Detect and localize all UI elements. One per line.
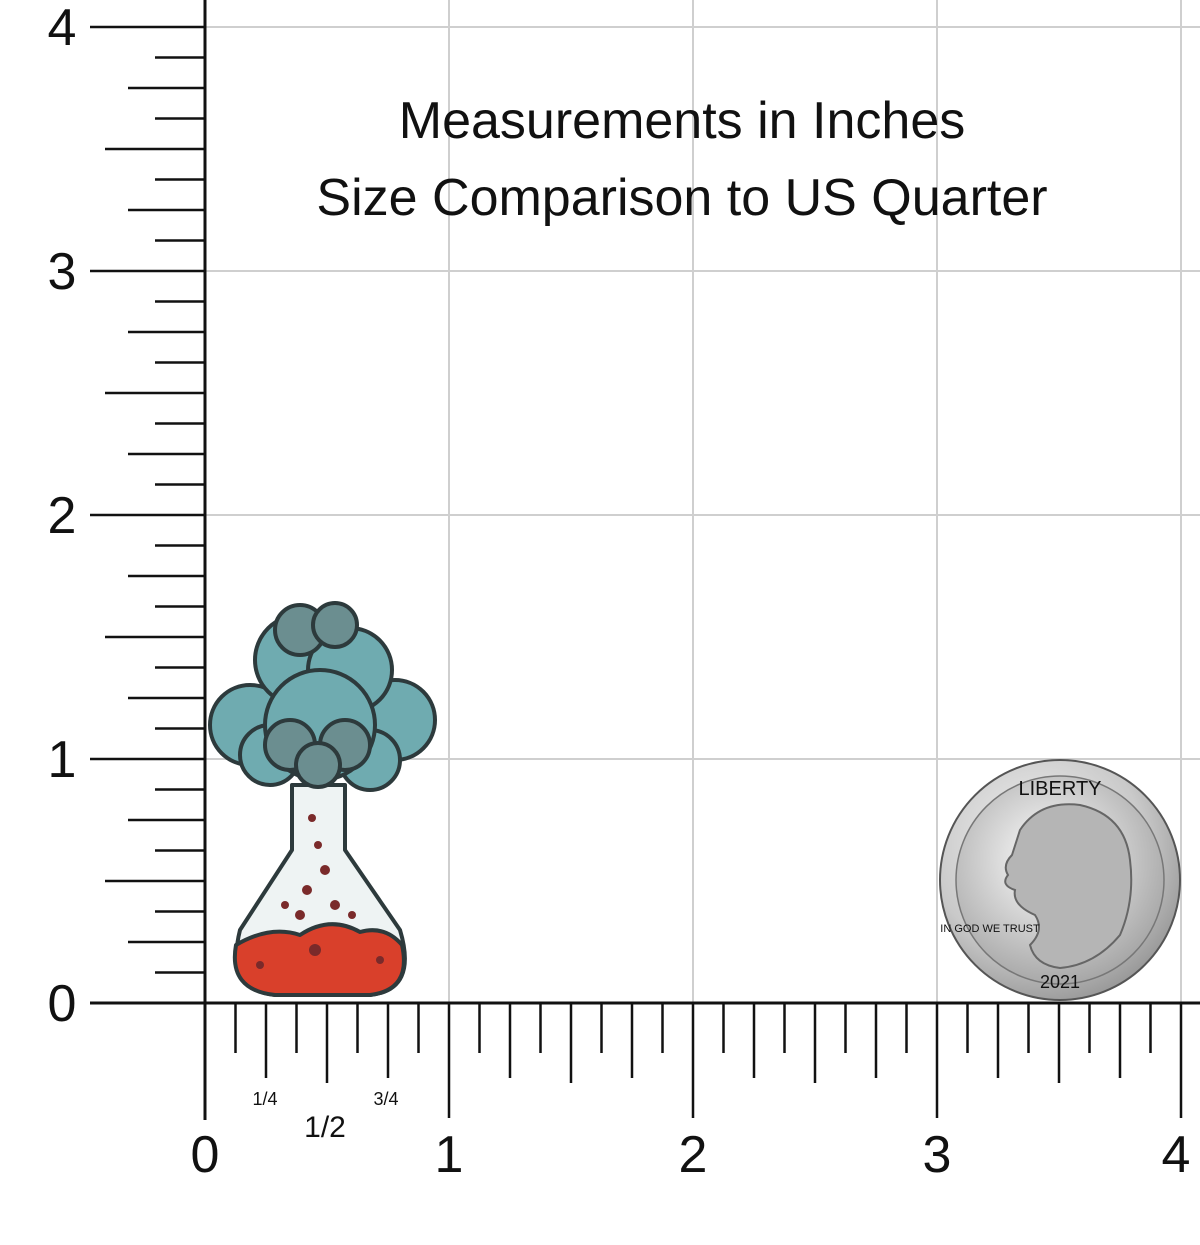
coin-motto: IN GOD WE TRUST — [940, 923, 1040, 935]
y-ruler-label: 1 — [48, 731, 77, 789]
ruler-ticks — [90, 0, 1200, 1120]
quarter-coin: LIBERTY IN GOD WE TRUST 2021 — [939, 759, 1181, 1001]
fraction-label: 3/4 — [373, 1089, 398, 1109]
ruler-labels: 0 1 2 3 4 0 1 2 3 4 1/4 1/2 3/4 — [48, 0, 1191, 1184]
x-ruler-label: 4 — [1162, 1126, 1191, 1184]
fraction-label: 1/2 — [304, 1111, 346, 1144]
x-ruler-label: 1 — [435, 1126, 464, 1184]
y-ruler-label: 4 — [48, 0, 77, 57]
x-ruler-label: 0 — [191, 1126, 220, 1184]
y-ruler-label: 2 — [48, 487, 77, 545]
subtitle: Size Comparison to US Quarter — [316, 169, 1047, 227]
flask-pin — [208, 601, 437, 997]
coin-liberty: LIBERTY — [1019, 778, 1102, 800]
y-ruler-label: 0 — [48, 975, 77, 1033]
x-ruler-label: 2 — [679, 1126, 708, 1184]
fraction-label: 1/4 — [252, 1089, 277, 1109]
x-ruler-label: 3 — [923, 1126, 952, 1184]
coin-year: 2021 — [1040, 972, 1080, 992]
title: Measurements in Inches — [399, 92, 966, 150]
y-ruler-label: 3 — [48, 243, 77, 301]
